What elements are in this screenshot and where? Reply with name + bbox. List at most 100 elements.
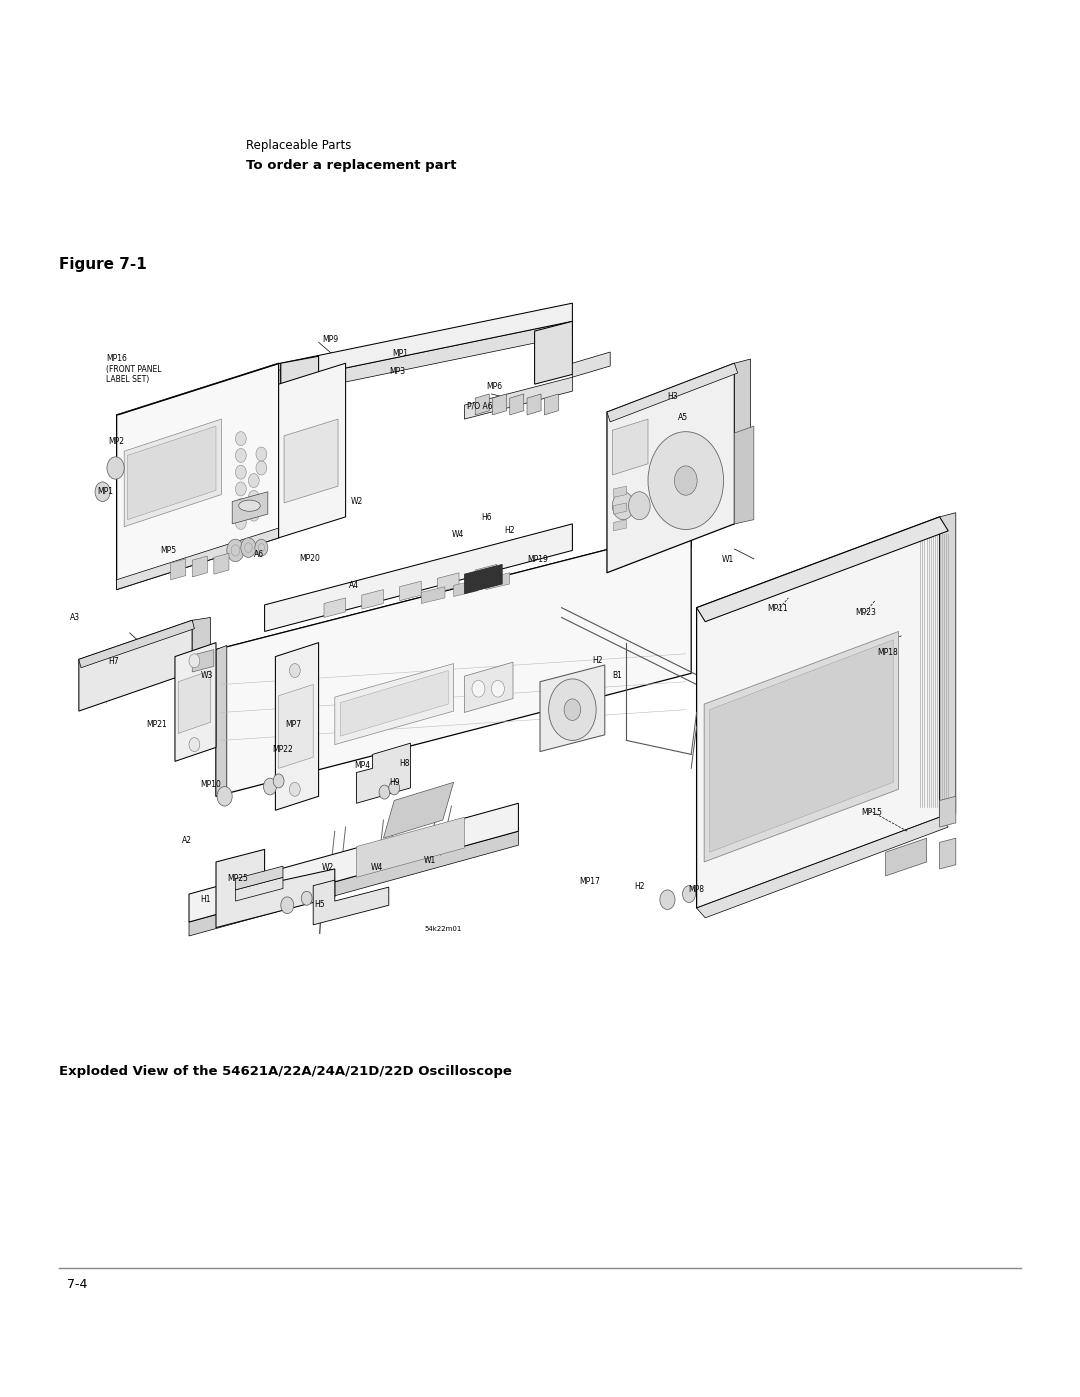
Text: MP25: MP25 (227, 875, 247, 883)
Circle shape (235, 432, 246, 446)
Polygon shape (279, 363, 346, 538)
Polygon shape (437, 573, 459, 592)
Polygon shape (572, 352, 610, 377)
Polygon shape (492, 394, 507, 415)
Circle shape (389, 781, 400, 795)
Text: Figure 7-1: Figure 7-1 (59, 257, 147, 272)
Polygon shape (124, 419, 221, 527)
Circle shape (241, 538, 256, 557)
Polygon shape (454, 580, 477, 597)
Text: MP1: MP1 (392, 349, 408, 358)
Polygon shape (117, 363, 279, 590)
Text: MP10: MP10 (200, 781, 220, 789)
Circle shape (660, 890, 675, 909)
Text: MP1: MP1 (97, 488, 113, 496)
Polygon shape (697, 817, 948, 918)
Circle shape (564, 698, 581, 721)
Circle shape (189, 654, 200, 668)
Text: B1: B1 (612, 672, 622, 680)
Circle shape (301, 891, 312, 905)
Text: W2: W2 (351, 497, 363, 506)
Text: H5: H5 (314, 901, 325, 909)
Polygon shape (362, 590, 383, 609)
Circle shape (629, 492, 650, 520)
Text: MP21: MP21 (146, 721, 166, 729)
Circle shape (289, 782, 300, 796)
Polygon shape (464, 662, 513, 712)
Text: H2: H2 (592, 657, 603, 665)
Text: A4: A4 (349, 581, 359, 590)
Polygon shape (464, 564, 502, 594)
Polygon shape (613, 503, 626, 514)
Polygon shape (607, 363, 738, 422)
Circle shape (255, 539, 268, 556)
Circle shape (683, 886, 696, 902)
Text: W3: W3 (201, 672, 213, 680)
Ellipse shape (239, 500, 260, 511)
Text: MP8: MP8 (688, 886, 704, 894)
Polygon shape (527, 394, 541, 415)
Text: To order a replacement part: To order a replacement part (246, 159, 457, 172)
Polygon shape (697, 517, 940, 908)
Polygon shape (281, 356, 319, 426)
Polygon shape (275, 643, 319, 810)
Text: MP16
(FRONT PANEL
LABEL SET): MP16 (FRONT PANEL LABEL SET) (106, 355, 161, 384)
Text: MP2: MP2 (108, 437, 124, 446)
Polygon shape (79, 620, 192, 711)
Circle shape (264, 778, 276, 795)
Polygon shape (940, 796, 956, 827)
Circle shape (235, 482, 246, 496)
Circle shape (227, 539, 244, 562)
Text: 7-4: 7-4 (67, 1278, 87, 1291)
Polygon shape (607, 363, 734, 573)
Text: P/O A6: P/O A6 (467, 402, 492, 411)
Polygon shape (510, 394, 524, 415)
Polygon shape (324, 598, 346, 617)
Polygon shape (540, 665, 605, 752)
Polygon shape (216, 645, 227, 796)
Polygon shape (710, 640, 893, 852)
Text: H2: H2 (504, 527, 515, 535)
Text: MP23: MP23 (855, 609, 876, 617)
Polygon shape (117, 363, 281, 415)
Polygon shape (475, 564, 497, 584)
Text: MP18: MP18 (877, 648, 897, 657)
Polygon shape (313, 880, 389, 925)
Polygon shape (734, 359, 751, 524)
Polygon shape (284, 419, 338, 503)
Polygon shape (178, 671, 211, 733)
Text: A2: A2 (181, 837, 191, 845)
Text: MP3: MP3 (389, 367, 405, 376)
Polygon shape (279, 685, 313, 768)
Polygon shape (189, 831, 518, 936)
Polygon shape (486, 573, 510, 590)
Circle shape (107, 457, 124, 479)
Polygon shape (340, 671, 448, 736)
Polygon shape (127, 426, 216, 520)
Polygon shape (886, 838, 927, 876)
Polygon shape (192, 650, 214, 672)
Text: H1: H1 (200, 895, 211, 904)
Polygon shape (192, 556, 207, 577)
Circle shape (248, 507, 259, 521)
Circle shape (189, 738, 200, 752)
Polygon shape (475, 394, 489, 415)
Polygon shape (704, 631, 899, 862)
Text: MP17: MP17 (579, 877, 599, 886)
Polygon shape (235, 866, 283, 890)
Text: W2: W2 (322, 863, 334, 872)
Polygon shape (464, 377, 572, 419)
Circle shape (256, 447, 267, 461)
Polygon shape (421, 587, 445, 604)
Polygon shape (612, 419, 648, 475)
Text: MP5: MP5 (160, 546, 176, 555)
Polygon shape (265, 524, 572, 631)
Circle shape (674, 467, 698, 496)
Circle shape (379, 785, 390, 799)
Circle shape (235, 499, 246, 513)
Polygon shape (535, 321, 572, 384)
Text: Replaceable Parts: Replaceable Parts (246, 140, 352, 152)
Circle shape (281, 897, 294, 914)
Polygon shape (383, 782, 454, 838)
Polygon shape (192, 617, 211, 672)
